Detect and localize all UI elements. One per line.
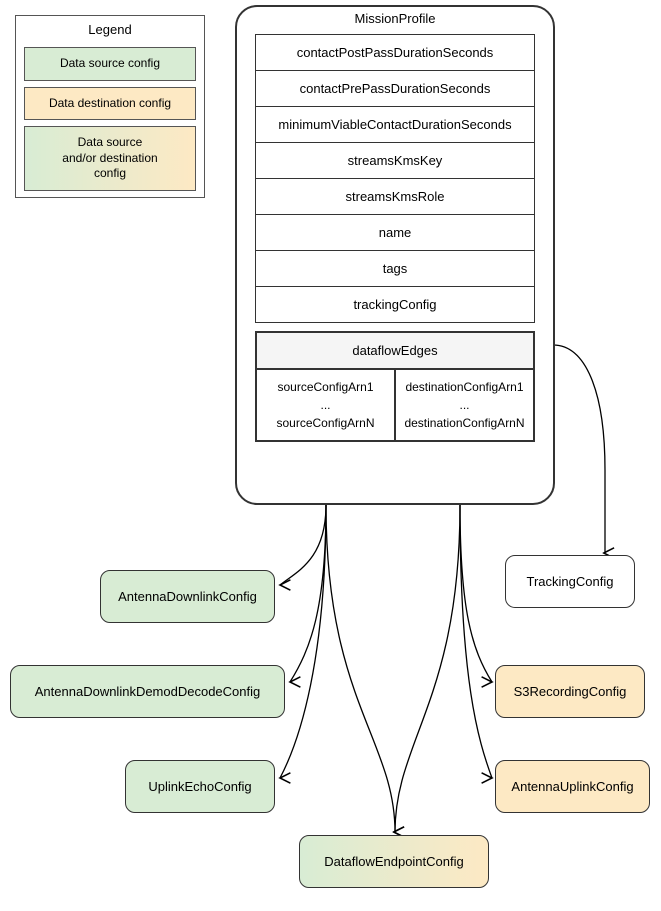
- edge: [553, 345, 605, 553]
- source-first: sourceConfigArn1: [261, 378, 390, 396]
- edge: [460, 505, 492, 682]
- edge: [395, 505, 460, 832]
- mission-property: minimumViableContactDurationSeconds: [256, 107, 534, 143]
- dest-ellipsis: ...: [400, 396, 529, 414]
- mission-profile: MissionProfile contactPostPassDurationSe…: [235, 5, 555, 505]
- config-uplinkEcho: UplinkEchoConfig: [125, 760, 275, 813]
- edge: [280, 505, 326, 585]
- config-dataflowEP: DataflowEndpointConfig: [299, 835, 489, 888]
- mission-property: streamsKmsKey: [256, 143, 534, 179]
- dest-first: destinationConfigArn1: [400, 378, 529, 396]
- source-last: sourceConfigArnN: [261, 414, 390, 432]
- dataflow-edges-header: dataflowEdges: [257, 333, 533, 370]
- dest-last: destinationConfigArnN: [400, 414, 529, 432]
- mission-properties-table: contactPostPassDurationSecondscontactPre…: [255, 34, 535, 323]
- edge: [290, 505, 326, 682]
- legend: Legend Data source config Data destinatio…: [15, 15, 205, 198]
- mission-property: contactPostPassDurationSeconds: [256, 35, 534, 71]
- config-antennaDDDC: AntennaDownlinkDemodDecodeConfig: [10, 665, 285, 718]
- mission-property: name: [256, 215, 534, 251]
- config-antennaDownlink: AntennaDownlinkConfig: [100, 570, 275, 623]
- legend-row: Data destination config: [24, 87, 196, 121]
- legend-row: Data source and/or destination config: [24, 126, 196, 191]
- config-antennaUplink: AntennaUplinkConfig: [495, 760, 650, 813]
- mission-property: streamsKmsRole: [256, 179, 534, 215]
- config-s3recording: S3RecordingConfig: [495, 665, 645, 718]
- edge: [326, 505, 395, 832]
- mission-title: MissionProfile: [237, 7, 553, 34]
- legend-row: Data source config: [24, 47, 196, 81]
- edge: [280, 505, 326, 778]
- mission-property: contactPrePassDurationSeconds: [256, 71, 534, 107]
- dataflow-edges-table: dataflowEdges sourceConfigArn1 ... sourc…: [255, 331, 535, 442]
- edge: [460, 505, 492, 778]
- mission-property: trackingConfig: [256, 287, 534, 322]
- dataflow-dest-col: destinationConfigArn1 ... destinationCon…: [396, 370, 533, 440]
- config-tracking: TrackingConfig: [505, 555, 635, 608]
- legend-title: Legend: [16, 16, 204, 41]
- source-ellipsis: ...: [261, 396, 390, 414]
- dataflow-source-col: sourceConfigArn1 ... sourceConfigArnN: [257, 370, 396, 440]
- mission-property: tags: [256, 251, 534, 287]
